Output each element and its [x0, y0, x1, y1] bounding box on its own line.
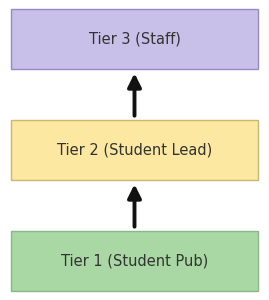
FancyBboxPatch shape — [11, 120, 258, 180]
FancyBboxPatch shape — [11, 9, 258, 69]
Text: Tier 2 (Student Lead): Tier 2 (Student Lead) — [57, 142, 212, 158]
Text: Tier 1 (Student Pub): Tier 1 (Student Pub) — [61, 254, 208, 268]
Text: Tier 3 (Staff): Tier 3 (Staff) — [89, 32, 180, 46]
FancyBboxPatch shape — [11, 231, 258, 291]
